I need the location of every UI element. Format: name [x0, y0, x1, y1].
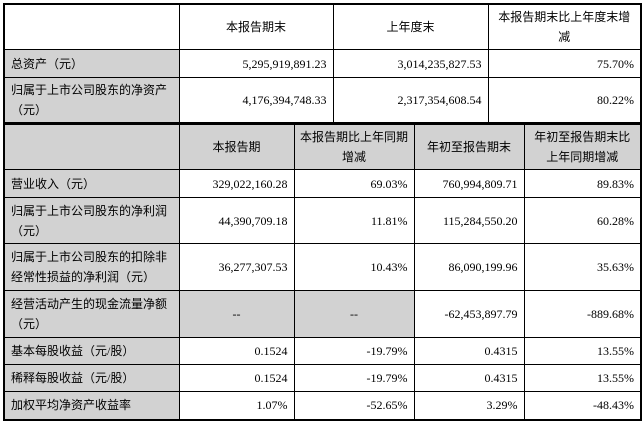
balance-sheet-summary-table: 本报告期末 上年度末 本报告期末比上年度末增减 总资产（元） 5,295,919… — [3, 3, 642, 123]
table2-col-header-ytd: 年初至报告期末 — [413, 123, 525, 170]
cell-value: 115,284,550.20 — [413, 197, 525, 244]
cell-value: -52.65% — [293, 391, 415, 420]
cell-value: -48.43% — [523, 391, 642, 420]
cell-value: 75.70% — [487, 49, 642, 78]
cell-value: 10.43% — [293, 243, 415, 291]
table-row-net-assets: 归属于上市公司股东的净资产（元） 4,176,394,748.33 2,317,… — [3, 77, 642, 123]
cell-value: 69.03% — [293, 169, 415, 198]
table1-col-header-change: 本报告期末比上年度末增减 — [487, 3, 642, 50]
cell-value: 0.1524 — [178, 337, 295, 365]
cell-value: 760,994,809.71 — [413, 169, 525, 198]
income-statement-summary-table: 本报告期 本报告期比上年同期增减 年初至报告期末 年初至报告期末比上年同期增减 … — [3, 123, 642, 421]
cell-value-na: -- — [293, 290, 415, 338]
cell-value: 0.4315 — [413, 364, 525, 392]
cell-value: 13.55% — [523, 364, 642, 392]
cell-value: 86,090,199.96 — [413, 243, 525, 291]
cell-value: 44,390,709.18 — [178, 197, 295, 244]
table-row-net-profit-excl-nonrecurring: 归属于上市公司股东的扣除非经常性损益的净利润（元） 36,277,307.53 … — [3, 243, 642, 291]
table1-corner-cell — [3, 3, 180, 50]
cell-value: -19.79% — [293, 364, 415, 392]
cell-value: 2,317,354,608.54 — [332, 77, 489, 123]
table-row-operating-revenue: 营业收入（元） 329,022,160.28 69.03% 760,994,80… — [3, 169, 642, 198]
cell-value: 1.07% — [178, 391, 295, 420]
cell-value-na: -- — [178, 290, 295, 338]
table2-col-header-period-change: 本报告期比上年同期增减 — [293, 123, 415, 170]
cell-value: 60.28% — [523, 197, 642, 244]
table2-col-header-ytd-change: 年初至报告期末比上年同期增减 — [523, 123, 642, 170]
row-label: 总资产（元） — [3, 49, 180, 78]
cell-value: -889.68% — [523, 290, 642, 338]
cell-value: 11.81% — [293, 197, 415, 244]
cell-value: 4,176,394,748.33 — [178, 77, 334, 123]
row-label: 归属于上市公司股东的扣除非经常性损益的净利润（元） — [3, 243, 180, 291]
table1-header-row: 本报告期末 上年度末 本报告期末比上年度末增减 — [3, 3, 642, 50]
key-financials-report: 本报告期末 上年度末 本报告期末比上年度末增减 总资产（元） 5,295,919… — [3, 3, 642, 421]
table1-col-header-prior-year-end: 上年度末 — [332, 3, 489, 50]
cell-value: 80.22% — [487, 77, 642, 123]
table-row-weighted-avg-roe: 加权平均净资产收益率 1.07% -52.65% 3.29% -48.43% — [3, 391, 642, 420]
cell-value: 3,014,235,827.53 — [332, 49, 489, 78]
cell-value: 36,277,307.53 — [178, 243, 295, 291]
table-row-total-assets: 总资产（元） 5,295,919,891.23 3,014,235,827.53… — [3, 49, 642, 78]
row-label: 归属于上市公司股东的净资产（元） — [3, 77, 180, 123]
table-row-basic-eps: 基本每股收益（元/股） 0.1524 -19.79% 0.4315 13.55% — [3, 337, 642, 365]
row-label: 加权平均净资产收益率 — [3, 391, 180, 420]
table-row-diluted-eps: 稀释每股收益（元/股） 0.1524 -19.79% 0.4315 13.55% — [3, 364, 642, 392]
cell-value: -19.79% — [293, 337, 415, 365]
table-row-net-profit: 归属于上市公司股东的净利润（元） 44,390,709.18 11.81% 11… — [3, 197, 642, 244]
cell-value: 329,022,160.28 — [178, 169, 295, 198]
table-row-operating-cash-flow: 经营活动产生的现金流量净额（元） -- -- -62,453,897.79 -8… — [3, 290, 642, 338]
cell-value: 3.29% — [413, 391, 525, 420]
table2-header-row: 本报告期 本报告期比上年同期增减 年初至报告期末 年初至报告期末比上年同期增减 — [3, 123, 642, 170]
cell-value: 0.1524 — [178, 364, 295, 392]
cell-value: 13.55% — [523, 337, 642, 365]
cell-value: 5,295,919,891.23 — [178, 49, 334, 78]
cell-value: -62,453,897.79 — [413, 290, 525, 338]
row-label: 归属于上市公司股东的净利润（元） — [3, 197, 180, 244]
row-label: 稀释每股收益（元/股） — [3, 364, 180, 392]
cell-value: 89.83% — [523, 169, 642, 198]
table2-col-header-current-period: 本报告期 — [178, 123, 295, 170]
cell-value: 0.4315 — [413, 337, 525, 365]
cell-value: 35.63% — [523, 243, 642, 291]
table1-col-header-current-period-end: 本报告期末 — [178, 3, 334, 50]
row-label: 营业收入（元） — [3, 169, 180, 198]
row-label: 经营活动产生的现金流量净额（元） — [3, 290, 180, 338]
row-label: 基本每股收益（元/股） — [3, 337, 180, 365]
table2-corner-cell — [3, 123, 180, 170]
